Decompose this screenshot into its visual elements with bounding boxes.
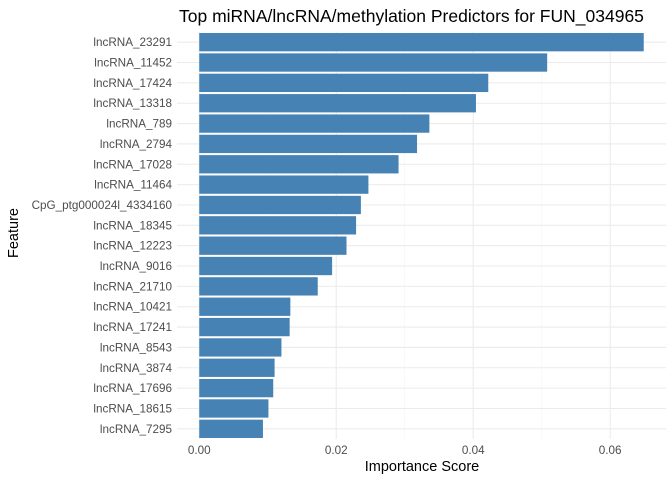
y-tick-label: lncRNA_2794: [100, 138, 173, 151]
y-tick-label: lncRNA_13318: [93, 97, 172, 110]
y-tick-label: lncRNA_21710: [93, 280, 172, 293]
chart-title: Top miRNA/lncRNA/methylation Predictors …: [179, 6, 644, 27]
bar: [199, 33, 644, 52]
y-tick-labels: lncRNA_23291 lncRNA_11452 lncRNA_17424 lncR…: [32, 36, 173, 436]
bar: [199, 399, 269, 418]
y-tick-label: lncRNA_17424: [93, 77, 172, 90]
bar: [199, 134, 418, 154]
bar: [199, 378, 274, 398]
y-tick-label: lncRNA_18615: [93, 402, 172, 415]
bar: [199, 216, 357, 235]
x-tick-label: 0.00: [188, 444, 211, 457]
bar: [199, 94, 476, 113]
bar: [199, 338, 282, 357]
bar: [199, 195, 361, 215]
bar: [199, 277, 318, 296]
y-tick-label: lncRNA_7295: [100, 423, 173, 436]
y-tick-label: lncRNA_17241: [93, 321, 172, 334]
y-tick-label: lncRNA_23291: [93, 36, 172, 49]
bar: [199, 358, 275, 377]
bar: [199, 73, 489, 93]
bar: [199, 236, 347, 255]
x-tick-label: 0.02: [325, 444, 348, 457]
bar: [199, 114, 430, 133]
y-tick-label: lncRNA_789: [106, 118, 172, 131]
y-tick-label: lncRNA_11452: [94, 57, 172, 70]
y-tick-label: lncRNA_8543: [100, 341, 172, 354]
x-tick-labels: 0.00 0.02 0.04 0.06: [188, 444, 622, 457]
bar: [199, 53, 548, 72]
x-tick-label: 0.04: [462, 444, 485, 457]
bar: [199, 155, 399, 174]
x-axis-title: Importance Score: [365, 459, 479, 475]
y-tick-label: lncRNA_9016: [100, 260, 172, 273]
y-tick-label: lncRNA_17696: [93, 382, 172, 395]
bar: [199, 317, 290, 337]
y-axis-title: Feature: [6, 208, 22, 258]
bars: [199, 33, 644, 438]
y-tick-label: lncRNA_11464: [94, 179, 172, 192]
bar: [199, 297, 291, 316]
y-tick-label: CpG_ptg000024l_4334160: [32, 199, 173, 212]
x-tick-label: 0.06: [599, 444, 622, 457]
bar: [199, 175, 369, 194]
y-tick-label: lncRNA_12223: [93, 240, 172, 253]
y-tick-label: lncRNA_10421: [93, 301, 172, 314]
bar: [199, 419, 263, 438]
y-tick-label: lncRNA_17028: [93, 158, 172, 171]
y-tick-label: lncRNA_3874: [100, 362, 173, 375]
y-tick-label: lncRNA_18345: [93, 219, 172, 232]
bar: [199, 256, 333, 276]
